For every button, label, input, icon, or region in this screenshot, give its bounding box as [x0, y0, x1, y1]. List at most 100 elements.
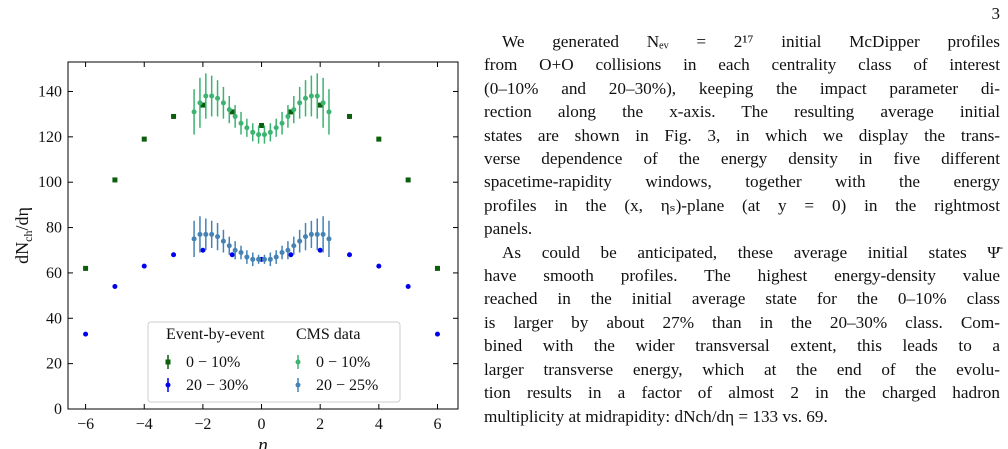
point [232, 113, 238, 119]
point [297, 238, 303, 244]
x-tick-label: 0 [258, 416, 266, 433]
point [285, 247, 291, 253]
point [259, 123, 265, 129]
text-line: reached in the initial average state for… [484, 289, 1000, 309]
point [250, 129, 256, 135]
point [279, 250, 285, 256]
point [288, 109, 294, 115]
point [317, 102, 323, 108]
legend-swatch [165, 359, 171, 365]
y-axis-label-sub: ch [21, 231, 35, 242]
point [434, 265, 440, 271]
point [317, 247, 323, 253]
point [203, 93, 209, 99]
point [232, 247, 238, 253]
point [303, 234, 309, 240]
point [314, 231, 320, 237]
point [256, 256, 262, 262]
text-line: states are shown in Fig. 3, in which we … [484, 125, 1000, 145]
point [200, 247, 206, 253]
point [197, 100, 203, 106]
y-tick-label: 40 [46, 310, 62, 327]
y-tick-label: 120 [38, 129, 62, 146]
point [288, 252, 294, 258]
point [203, 231, 209, 237]
legend-label: 0 − 10% [316, 354, 370, 371]
point [83, 331, 89, 337]
point [256, 132, 262, 138]
point [347, 252, 353, 258]
legend-swatch [295, 359, 301, 365]
legend-label: 20 − 25% [316, 377, 378, 394]
text-line: As could be anticipated, these average i… [502, 242, 1000, 262]
point [376, 136, 382, 142]
y-tick-label: 140 [38, 83, 62, 100]
point [261, 256, 267, 262]
point [291, 243, 297, 249]
point [200, 102, 206, 108]
x-axis-label: η [258, 435, 267, 449]
text-column: We generated Nₑᵥ = 2¹⁷ initial McDipper … [484, 30, 1000, 428]
point [244, 254, 250, 260]
point [215, 234, 221, 240]
point [220, 238, 226, 244]
text-line: We generated Nₑᵥ = 2¹⁷ initial McDipper … [502, 32, 1000, 51]
point [226, 107, 232, 113]
point [226, 243, 232, 249]
point [112, 284, 118, 290]
text-line: from O+O collisions in each centrality c… [484, 55, 1000, 75]
legend-label: 0 − 10% [186, 354, 240, 371]
x-tick-label: 6 [433, 416, 441, 433]
text-line: verse dependence of the energy density i… [484, 149, 1000, 169]
text-line: is larger by about 27% than in the 20–30… [484, 312, 1000, 332]
y-axis-label-tail: /dη [12, 207, 32, 230]
point [191, 109, 197, 115]
point [238, 120, 244, 126]
text-line: spacetime-rapidity windows, together wit… [484, 172, 1000, 192]
point [244, 125, 250, 131]
point [250, 256, 256, 262]
point [326, 236, 332, 242]
point [238, 250, 244, 256]
x-tick-label: −6 [77, 416, 94, 433]
point [405, 177, 411, 183]
point [191, 236, 197, 242]
point [347, 113, 353, 119]
point [171, 252, 177, 258]
point [285, 113, 291, 119]
point [141, 136, 147, 142]
text-line: multiplicity at midrapidity: dNch/dη = 1… [484, 406, 828, 426]
point [376, 263, 382, 269]
text-line: larger transverse energy, which at the e… [484, 359, 1000, 379]
x-tick-label: −2 [194, 416, 211, 433]
point [308, 93, 314, 99]
y-axis-label: dNch/dη [12, 207, 35, 264]
point [308, 231, 314, 237]
point [320, 231, 326, 237]
point [279, 120, 285, 126]
point [83, 265, 89, 271]
text-line: panels. [484, 219, 533, 239]
point [171, 113, 177, 119]
point [405, 284, 411, 290]
point [197, 231, 203, 237]
x-tick-label: 2 [316, 416, 324, 433]
text-line: tion results in a factor of almost 2 in … [484, 383, 1000, 403]
point [215, 95, 221, 101]
y-tick-label: 0 [54, 401, 62, 418]
y-tick-label: 80 [46, 220, 62, 237]
point [267, 129, 273, 135]
point [326, 109, 332, 115]
point [314, 93, 320, 99]
legend-header: Event-by-event [166, 326, 265, 343]
legend-label: 20 − 30% [186, 377, 248, 394]
point [267, 256, 273, 262]
y-tick-label: 60 [46, 265, 62, 282]
text-line: have smooth profiles. The highest energy… [484, 266, 1000, 286]
text-line: (0–10% and 20–30%), keeping the impact p… [484, 78, 1000, 98]
legend-box [147, 321, 401, 403]
point [297, 100, 303, 106]
text-line: profiles in the (x, ηₛ)-plane (at y = 0)… [484, 195, 1000, 215]
point [141, 263, 147, 269]
